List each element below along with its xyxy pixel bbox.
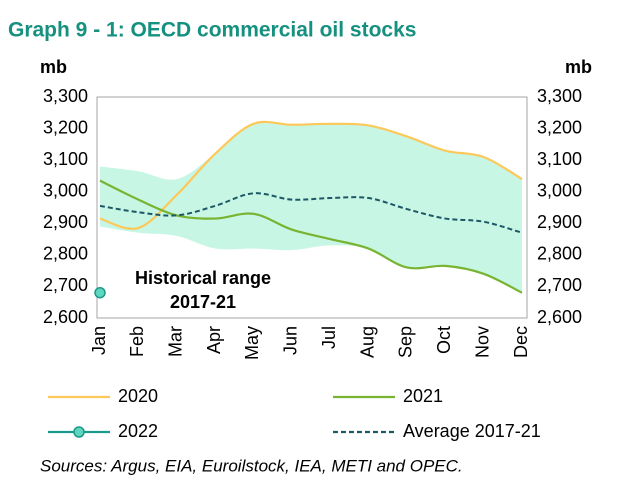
x-tick-label: Mar xyxy=(165,326,185,357)
y-axis-label: mb xyxy=(40,57,67,77)
y2-tick-label: 2,600 xyxy=(537,307,582,327)
legend-label: 2022 xyxy=(118,421,158,441)
series-line xyxy=(99,192,523,234)
y-tick-label: 3,100 xyxy=(43,149,88,169)
annotation: 2017-21 xyxy=(170,292,236,312)
x-tick-label: Apr xyxy=(204,326,224,354)
x-tick-label: Jun xyxy=(281,326,301,355)
y-tick-label: 2,600 xyxy=(43,307,88,327)
y2-tick-label: 3,100 xyxy=(537,149,582,169)
series-line xyxy=(99,179,523,294)
x-tick-label: Dec xyxy=(511,326,531,358)
y-tick-label: 3,000 xyxy=(43,180,88,200)
legend-label: Average 2017-21 xyxy=(403,421,541,441)
series-marker xyxy=(94,286,106,299)
y2-tick-label: 3,300 xyxy=(537,86,582,106)
y2-tick-label: 3,200 xyxy=(537,117,582,137)
chart-title: Graph 9 - 1: OECD commercial oil stocks xyxy=(8,19,416,42)
y-tick-label: 2,800 xyxy=(43,244,88,264)
y2-tick-label: 2,900 xyxy=(537,212,582,232)
y-tick-label: 3,200 xyxy=(43,117,88,137)
legend-label: 2020 xyxy=(118,386,158,406)
y2-tick-label: 2,700 xyxy=(537,275,582,295)
y-tick-label: 3,300 xyxy=(43,86,88,106)
x-tick-label: Oct xyxy=(434,326,454,354)
x-tick-label: Jul xyxy=(319,326,339,349)
y2-axis-label: mb xyxy=(565,57,592,77)
annotation: Historical range xyxy=(135,268,271,288)
y-tick-label: 2,900 xyxy=(43,212,88,232)
x-tick-label: Feb xyxy=(127,326,147,357)
x-tick-label: Sep xyxy=(396,326,416,358)
series-line xyxy=(99,120,523,230)
x-tick-label: May xyxy=(242,326,262,360)
plot-frame xyxy=(96,96,528,319)
legend-marker xyxy=(73,426,85,438)
x-tick-label: Nov xyxy=(472,326,492,358)
y-tick-label: 2,700 xyxy=(43,275,88,295)
source: Sources: Argus, EIA, Euroilstock, IEA, M… xyxy=(40,456,463,475)
legend-label: 2021 xyxy=(403,386,443,406)
x-tick-label: Aug xyxy=(357,326,377,358)
x-tick-label: Jan xyxy=(89,326,109,355)
y2-tick-label: 3,000 xyxy=(537,180,582,200)
y2-tick-label: 2,800 xyxy=(537,244,582,264)
